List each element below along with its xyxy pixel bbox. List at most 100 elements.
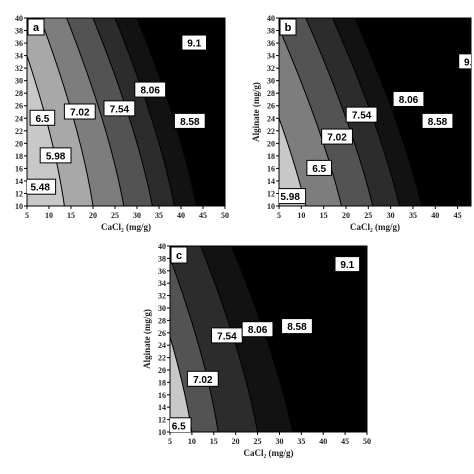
y-tick-label: 10 [158,428,166,437]
y-tick-label: 18 [15,152,23,161]
panel-letter: a [33,22,40,34]
contour-line [354,18,423,206]
x-tick-label: 40 [431,211,439,220]
contour-level-label: 7.02 [193,375,213,386]
y-tick-label: 30 [158,304,166,313]
y-tick-label: 30 [267,77,275,86]
x-tick-label: 20 [232,437,240,446]
y-tick-label: 40 [158,242,166,251]
y-tick-label: 10 [15,202,23,211]
x-axis-label: CaCl₂ (mg/g) [244,448,294,458]
contour-level-label: 8.58 [428,117,448,128]
y-tick-label: 34 [267,52,275,61]
contour-line [170,335,193,432]
contour-level-box [39,147,72,164]
x-tick-label: 20 [342,211,350,220]
y-tick-label: 38 [158,254,166,263]
y-axis-label: Alginate (mg/g) [142,309,152,369]
y-tick-label: 28 [267,89,275,98]
y-tick-label: 20 [267,139,275,148]
y-axis-label: Alginate (mg/g) [251,82,261,142]
x-tick-label: 40 [319,437,327,446]
panel-letter-box [27,18,45,36]
contour-region [137,18,225,206]
y-tick-label: 26 [158,329,166,338]
contour-level-box [173,112,206,129]
y-tick-label: 36 [15,39,23,48]
y-tick-label: 12 [15,189,23,198]
y-tick-label: 38 [267,27,275,36]
x-tick-label: 30 [275,437,283,446]
contour-level-label: 6.5 [312,164,326,175]
y-tick-label: 32 [267,64,275,73]
contour-level-box [181,34,207,51]
contour-level-label: 7.02 [327,133,347,144]
y-tick-label: 12 [267,189,275,198]
x-tick-label: 10 [188,437,196,446]
y-tick-label: 18 [158,378,166,387]
contour-level-box [241,321,274,338]
x-tick-label: 5 [25,211,29,220]
contour-line [114,18,175,206]
x-tick-label: 15 [210,437,218,446]
x-axis-label: CaCl₂ (mg/g) [350,222,400,232]
contour-level-label: 7.54 [352,111,372,122]
contour-line [92,18,153,206]
x-tick-label: 25 [254,437,262,446]
x-tick-label: 45 [454,211,462,220]
contour-level-box [458,53,471,70]
y-tick-label: 12 [158,416,166,425]
contour-level-box [392,90,425,107]
y-tick-label: 14 [158,403,166,412]
contour-level-box [306,159,332,176]
y-tick-label: 34 [15,52,23,61]
x-tick-label: 15 [320,211,328,220]
contour-line [230,246,294,432]
contour-line [279,27,342,206]
contour-level-box [63,103,96,120]
contour-level-box [27,178,57,195]
x-tick-label: 30 [133,211,141,220]
chart-panel-b: 5 10 15 20 25 30 35 40 4510121416182022242628303… [251,14,474,232]
contour-level-label: 5.98 [280,192,300,203]
x-tick-label: 45 [199,211,207,220]
y-tick-label: 30 [15,77,23,86]
y-tick-label: 14 [267,177,275,186]
y-tick-label: 24 [267,114,275,123]
contour-level-box [134,81,167,98]
contour-level-label: 6.5 [35,114,49,125]
contour-level-label: 9.1 [340,260,354,271]
y-tick-label: 34 [158,279,166,288]
y-tick-label: 36 [158,267,166,276]
y-tick-label: 40 [15,14,23,23]
x-tick-label: 50 [363,437,371,446]
contour-level-box [281,318,313,335]
contour-level-label: 5.48 [30,183,50,194]
contour-level-box [421,112,454,129]
y-tick-label: 32 [158,292,166,301]
x-tick-label: 25 [364,211,372,220]
plot-frame [278,17,472,207]
y-tick-label: 24 [15,114,23,123]
contour-level-box [186,370,219,387]
contour-region [231,246,367,432]
x-tick-label: 20 [89,211,97,220]
y-tick-label: 22 [267,127,275,136]
x-tick-label: 15 [67,211,75,220]
contour-level-label: 9.1 [464,57,474,68]
contour-level-box [321,128,353,145]
y-tick-label: 32 [15,64,23,73]
x-tick-label: 35 [155,211,163,220]
contour-level-label: 7.54 [217,331,237,342]
contour-level-box [345,106,378,123]
chart-panel-a: 5 10 15 20 25 30 35 40 45 50101214161820222426283… [15,14,229,232]
plot-frame [26,17,226,207]
x-tick-label: 5 [277,211,281,220]
x-tick-label: 25 [111,211,119,220]
contour-level-box [279,188,307,205]
y-tick-label: 18 [267,152,275,161]
x-tick-label: 10 [45,211,53,220]
contour-level-label: 5.98 [46,151,66,162]
x-tick-label: 50 [221,211,229,220]
